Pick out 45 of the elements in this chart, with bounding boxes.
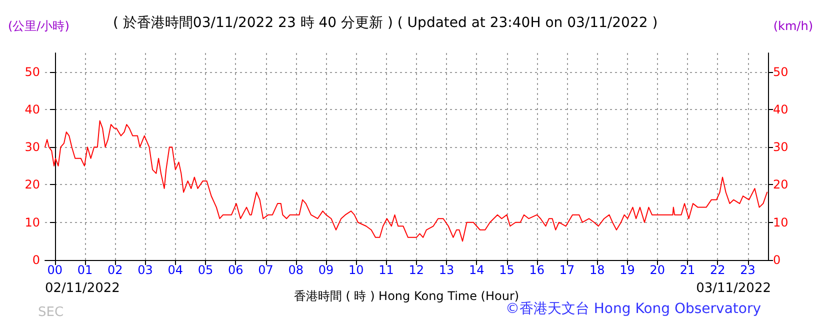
text: SEC [38, 305, 64, 320]
x-tick-label: 06 [228, 263, 244, 277]
x-tick-label: 20 [650, 263, 666, 277]
x-tick-label: 22 [710, 263, 726, 277]
chart-title: ( 於香港時間03/11/2022 23 時 40 分更新 ) ( Updated at 23:40H on 03/11/2022 ) [113, 15, 658, 31]
y2-tick-label: 30 [773, 140, 788, 154]
y2-tick-label: 0 [773, 253, 781, 267]
y2-tick-label: 20 [773, 178, 788, 192]
x-tick-label: 08 [288, 263, 304, 277]
text: ©香港天文台 Hong Kong Observatory [505, 301, 762, 317]
text: 02/11/2022 [45, 281, 120, 296]
x-tick-label: 09 [318, 263, 334, 277]
y-tick-label: 0 [32, 253, 40, 267]
x-tick-label: 21 [680, 263, 696, 277]
x-tick-label: 00 [47, 263, 63, 277]
y-tick-label: 40 [24, 102, 40, 116]
y-tick-label: 30 [24, 140, 40, 154]
y-tick-label: 10 [24, 215, 40, 230]
x-tick-label: 12 [408, 263, 424, 277]
y2-tick-label: 40 [773, 102, 788, 116]
x-tick-label: 07 [258, 263, 274, 277]
x-tick-label: 02 [108, 263, 123, 277]
x-axis-title: 香港時間 ( 時 ) Hong Kong Time (Hour) [294, 289, 520, 303]
x-tick-label: 11 [378, 263, 394, 277]
x-tick-label: 16 [529, 263, 545, 277]
x-tick-label: 04 [168, 263, 184, 277]
x-tick-label: 14 [469, 263, 484, 277]
y2-axis-title: (km/h) [773, 19, 814, 33]
text: 03/11/2022 [696, 281, 772, 296]
x-tick-label: 03 [138, 263, 153, 277]
x-tick-label: 18 [590, 263, 605, 277]
y-tick-label: 50 [24, 64, 40, 79]
y-axis-title: (公里/小時) [8, 19, 70, 33]
x-tick-label: 10 [348, 263, 364, 277]
y2-tick-label: 10 [773, 215, 788, 230]
line-series [44, 120, 768, 242]
x-tick-label: 15 [499, 263, 514, 277]
x-tick-label: 19 [620, 263, 635, 277]
y-tick-label: 20 [24, 178, 40, 192]
x-tick-label: 23 [740, 263, 756, 277]
x-tick-label: 17 [559, 263, 575, 277]
x-tick-label: 13 [438, 263, 454, 277]
x-tick-label: 01 [77, 263, 93, 277]
x-tick-label: 05 [198, 263, 214, 277]
y2-tick-label: 50 [773, 64, 788, 79]
